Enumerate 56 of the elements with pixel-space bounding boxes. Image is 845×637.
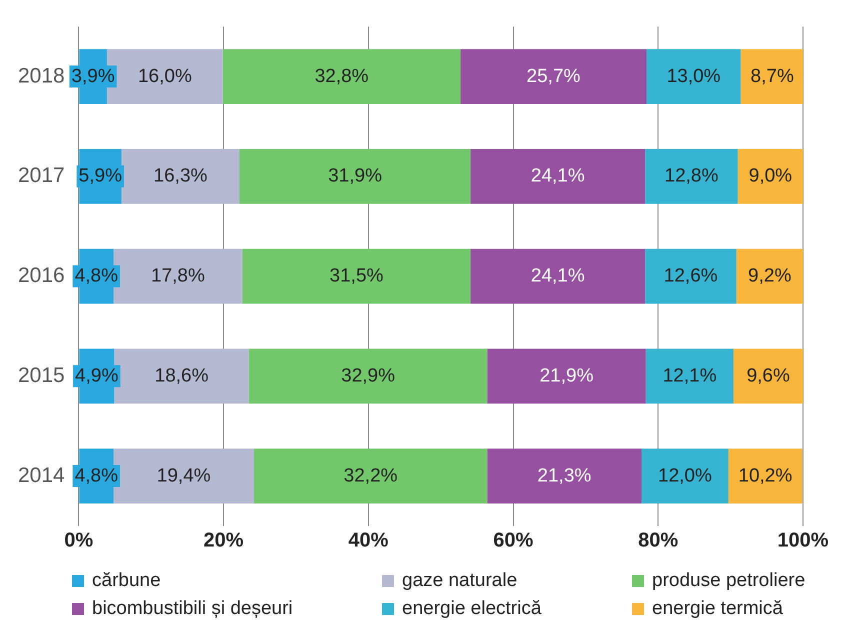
data-label: 31,9%: [328, 166, 382, 187]
data-label: 24,1%: [530, 266, 585, 287]
bar: [470, 148, 646, 204]
data-label: 32,9%: [341, 365, 396, 386]
data-label: 17,8%: [151, 266, 205, 287]
data-label: 12,6%: [664, 266, 718, 287]
legend-label: energie termică: [652, 598, 783, 620]
y-tick-label: 2014: [18, 464, 66, 487]
bar: [487, 348, 646, 404]
bar: [470, 248, 646, 304]
data-label: 4,8%: [74, 266, 118, 287]
x-tick-label: 40%: [348, 530, 389, 552]
bar: [254, 448, 488, 504]
data-label: 12,1%: [662, 365, 717, 386]
data-label: 16,3%: [154, 166, 208, 187]
legend-label: gaze naturale: [402, 570, 518, 592]
data-label: 19,4%: [156, 465, 211, 486]
data-label: 32,2%: [344, 465, 398, 486]
data-label: 32,8%: [314, 66, 369, 87]
data-label: 8,7%: [750, 66, 794, 87]
data-label: 21,3%: [537, 465, 592, 486]
data-label: 4,8%: [74, 465, 118, 486]
legend-label: bicombustibili și deșeuri: [92, 598, 293, 620]
y-tick-label: 2018: [18, 64, 65, 88]
data-label: 16,0%: [138, 66, 192, 87]
data-label: 13,0%: [666, 66, 721, 87]
x-tick-label: 80%: [638, 530, 678, 552]
data-label: 21,9%: [540, 365, 594, 386]
data-label: 9,0%: [748, 166, 792, 187]
data-label: 12,0%: [658, 465, 712, 486]
bar: [460, 49, 647, 104]
x-tick-label: 60%: [493, 530, 534, 552]
y-tick-label: 2015: [18, 364, 65, 387]
bar: [248, 348, 488, 404]
data-label: 12,8%: [664, 166, 718, 187]
legend-label: energie electrică: [402, 598, 542, 620]
x-tick-label: 0%: [64, 530, 94, 552]
y-tick-label: 2017: [18, 164, 65, 188]
y-tick-label: 2016: [18, 264, 65, 288]
bar: [222, 49, 460, 104]
legend-label: cărbune: [92, 570, 161, 592]
x-tick-label: 100%: [777, 530, 829, 552]
data-label: 5,9%: [78, 166, 122, 187]
data-label: 9,6%: [746, 365, 790, 386]
data-label: 3,9%: [71, 66, 115, 87]
data-label: 10,2%: [738, 465, 792, 486]
data-label: 9,2%: [748, 266, 792, 287]
bar: [242, 248, 471, 304]
data-label: 31,5%: [330, 266, 384, 287]
legend-label: produse petroliere: [652, 570, 806, 592]
data-label: 4,9%: [75, 365, 118, 386]
data-label: 24,1%: [530, 166, 585, 187]
bar: [240, 148, 471, 204]
data-label: 25,7%: [526, 66, 581, 87]
x-tick-label: 20%: [204, 530, 244, 552]
data-label: 18,6%: [154, 365, 209, 386]
